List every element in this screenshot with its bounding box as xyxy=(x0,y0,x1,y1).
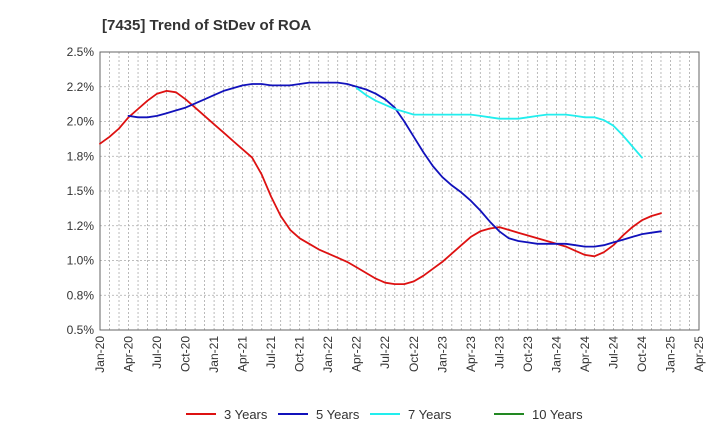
y-tick-label: 2.2% xyxy=(67,80,95,94)
x-tick-label: Oct-23 xyxy=(521,336,535,372)
x-tick-label: Jul-23 xyxy=(492,336,506,369)
x-tick-label: Apr-22 xyxy=(350,336,364,372)
legend-label-0: 3 Years xyxy=(224,407,268,422)
x-tick-label: Jan-20 xyxy=(93,336,107,373)
x-tick-label: Jan-21 xyxy=(207,336,221,373)
x-tick-label: Oct-20 xyxy=(179,336,193,372)
x-tick-label: Jan-25 xyxy=(663,336,677,373)
series-lines xyxy=(99,81,662,285)
chart-title: [7435] Trend of StDev of ROA xyxy=(102,17,311,34)
y-tick-label: 1.5% xyxy=(67,184,95,198)
legend-label-2: 7 Years xyxy=(408,407,452,422)
x-tick-label: Oct-22 xyxy=(407,336,421,372)
x-tick-label: Oct-24 xyxy=(635,336,649,372)
plot-frame xyxy=(99,51,700,331)
x-tick-label: Apr-25 xyxy=(692,336,706,372)
x-tick-label: Oct-21 xyxy=(293,336,307,372)
legend-label-1: 5 Years xyxy=(316,407,360,422)
x-axis: Jan-20 Apr-20 Jul-20 Oct-20 Jan-21 Apr-21 Jul-… xyxy=(93,336,706,373)
x-tick-label: Apr-21 xyxy=(236,336,250,372)
x-tick-label: Apr-23 xyxy=(464,336,478,372)
y-tick-label: 0.8% xyxy=(67,288,95,302)
y-tick-label: 1.2% xyxy=(67,219,95,233)
y-axis: 0.5% 0.8% 1.0% 1.2% 1.5% 1.8% 2.0% 2.2% 2.5% xyxy=(67,45,95,337)
y-tick-label: 1.0% xyxy=(67,254,95,268)
x-tick-label: Jul-24 xyxy=(606,336,620,369)
series-line-2 xyxy=(355,87,643,159)
series-line-1 xyxy=(127,81,662,248)
y-tick-label: 1.8% xyxy=(67,149,95,163)
x-tick-label: Apr-24 xyxy=(578,336,592,372)
x-tick-label: Jul-22 xyxy=(378,336,392,369)
x-tick-label: Jul-21 xyxy=(264,336,278,369)
series-line-0 xyxy=(99,90,662,285)
x-tick-label: Apr-20 xyxy=(122,336,136,372)
x-tick-label: Jan-24 xyxy=(549,336,563,373)
y-tick-label: 0.5% xyxy=(67,323,95,337)
x-tick-label: Jan-22 xyxy=(321,336,335,373)
x-tick-label: Jul-20 xyxy=(150,336,164,369)
x-tick-label: Jan-23 xyxy=(435,336,449,373)
y-tick-label: 2.0% xyxy=(67,115,95,129)
legend: 3 Years 5 Years 7 Years 10 Years xyxy=(186,407,583,422)
legend-label-3: 10 Years xyxy=(532,407,583,422)
y-tick-label: 2.5% xyxy=(67,45,95,59)
